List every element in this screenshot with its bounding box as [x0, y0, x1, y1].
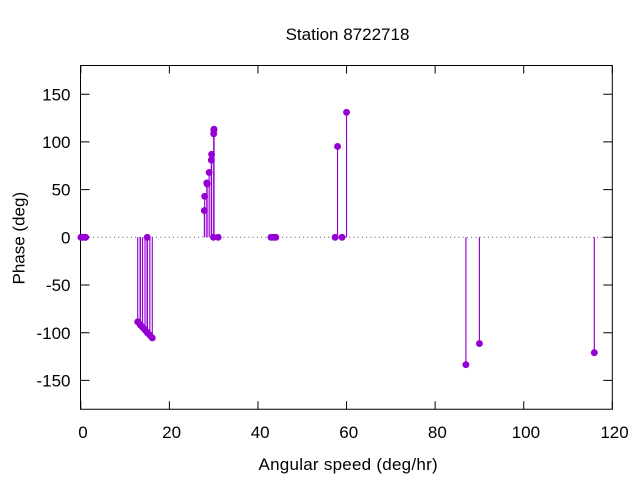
svg-text:Angular speed (deg/hr): Angular speed (deg/hr)	[259, 455, 438, 474]
svg-text:40: 40	[251, 423, 270, 442]
svg-text:120: 120	[600, 423, 628, 442]
svg-text:150: 150	[42, 85, 70, 104]
svg-text:80: 80	[428, 423, 447, 442]
svg-text:0: 0	[78, 423, 87, 442]
svg-text:-100: -100	[36, 324, 70, 343]
svg-text:0: 0	[61, 228, 70, 247]
svg-text:Station 8722718: Station 8722718	[286, 25, 410, 44]
svg-text:100: 100	[512, 423, 540, 442]
svg-text:50: 50	[52, 181, 71, 200]
svg-text:-150: -150	[36, 371, 70, 390]
svg-text:-50: -50	[46, 276, 71, 295]
svg-text:100: 100	[42, 133, 70, 152]
svg-text:20: 20	[162, 423, 181, 442]
svg-text:60: 60	[339, 423, 358, 442]
svg-text:Phase (deg): Phase (deg)	[10, 192, 29, 285]
